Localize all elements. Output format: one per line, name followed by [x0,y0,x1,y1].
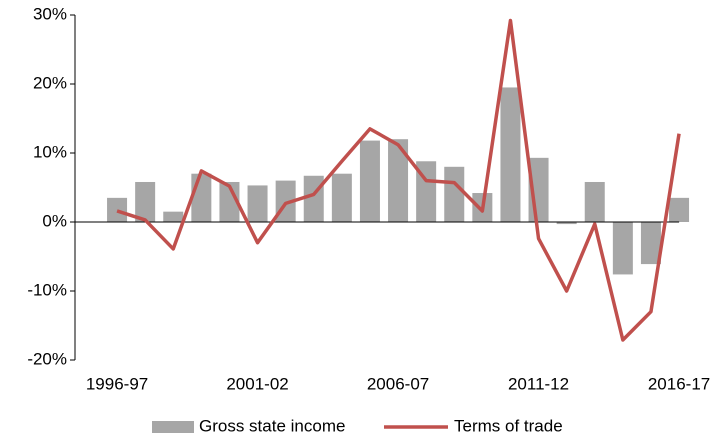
bar [640,222,661,265]
y-tick-label: -10% [27,280,67,299]
x-tick-label: 1996-97 [86,374,148,393]
legend-label: Terms of trade [454,416,563,435]
bar [359,140,380,222]
bar [584,181,605,222]
y-tick-label: 30% [33,4,67,23]
bar [444,166,465,222]
bar [331,173,352,222]
line [116,18,681,342]
y-tick-label: -20% [27,349,67,368]
bar [500,87,521,222]
legend-label: Gross state income [199,416,345,435]
bar [303,175,324,222]
bar [135,181,156,222]
x-tick-label: 2011-12 [508,374,569,393]
y-tick-label: 20% [33,73,67,92]
y-tick-label: 0% [42,211,67,230]
y-tick-label: 10% [33,142,67,161]
bar [191,173,212,222]
bar [163,211,184,222]
bar [556,222,577,225]
bar [612,222,633,275]
bar [669,197,690,222]
x-tick-label: 2001-02 [226,374,288,393]
x-tick-label: 2006-07 [367,374,429,393]
bar [107,197,128,222]
bar [388,139,409,222]
bar [247,185,268,222]
legend-swatch [152,421,194,433]
x-tick-label: 2016-17 [648,374,710,393]
bar [219,181,240,222]
